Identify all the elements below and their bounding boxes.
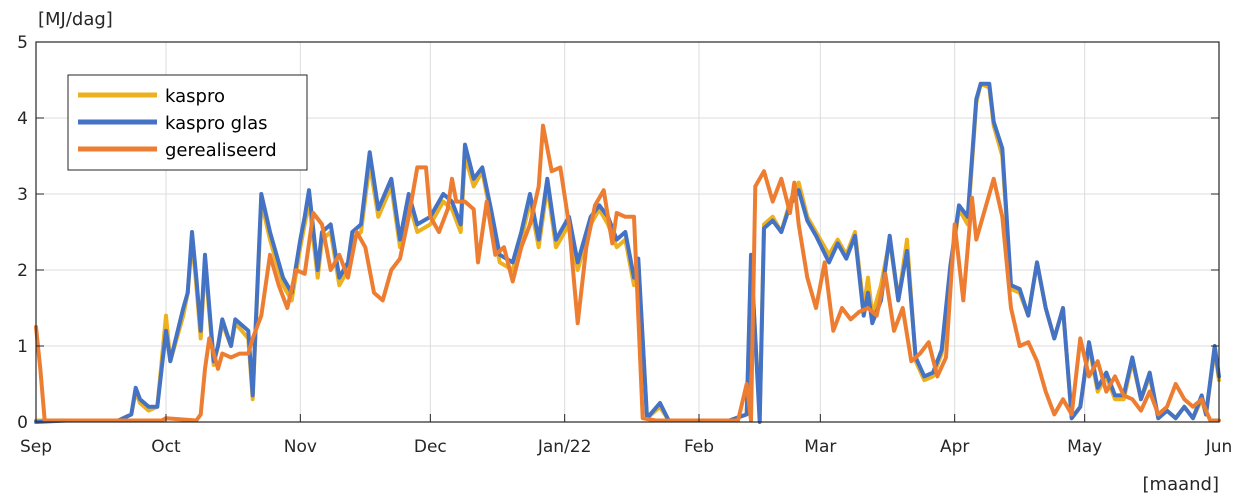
y-tick-label: 2 [17, 261, 28, 281]
legend: kaspro kaspro glas gerealiseerd [67, 74, 308, 171]
x-tick-label: Oct [151, 437, 181, 457]
series-line-gerealiseerd [34, 123, 1221, 423]
x-tick-label: Sep [20, 437, 52, 457]
y-tick-label: 4 [17, 109, 28, 129]
x-tick-label: Jun [1205, 437, 1233, 457]
x-axis-label: [maand] [1143, 474, 1219, 495]
x-tick-label: May [1067, 437, 1102, 457]
plot-frame [35, 41, 1220, 423]
y-tick-label: 0 [17, 413, 28, 433]
x-tick-label: Jan/22 [537, 437, 592, 457]
y-tick-label: 3 [17, 185, 28, 205]
y-axis-label: [MJ/dag] [38, 9, 113, 30]
x-tick-label: Dec [414, 437, 447, 457]
x-tick-label: Feb [684, 437, 714, 457]
legend-label: kaspro glas [165, 113, 268, 134]
series-layer [34, 81, 1221, 424]
legend-box [67, 74, 308, 171]
legend-label: kaspro [165, 86, 225, 107]
legend-label: gerealiseerd [165, 140, 277, 161]
x-tick-label: Nov [284, 437, 317, 457]
y-tick-label: 1 [17, 337, 28, 357]
axis-ticks: 0 1 2 3 4 5 Sep Oct Nov Dec Jan/22 Feb Mar Apr May Jun [17, 33, 1232, 457]
y-tick-label: 5 [17, 33, 28, 53]
x-tick-label: Apr [940, 437, 969, 457]
series-line-kaspro-glas [34, 81, 1221, 424]
x-tick-label: Mar [804, 437, 836, 457]
